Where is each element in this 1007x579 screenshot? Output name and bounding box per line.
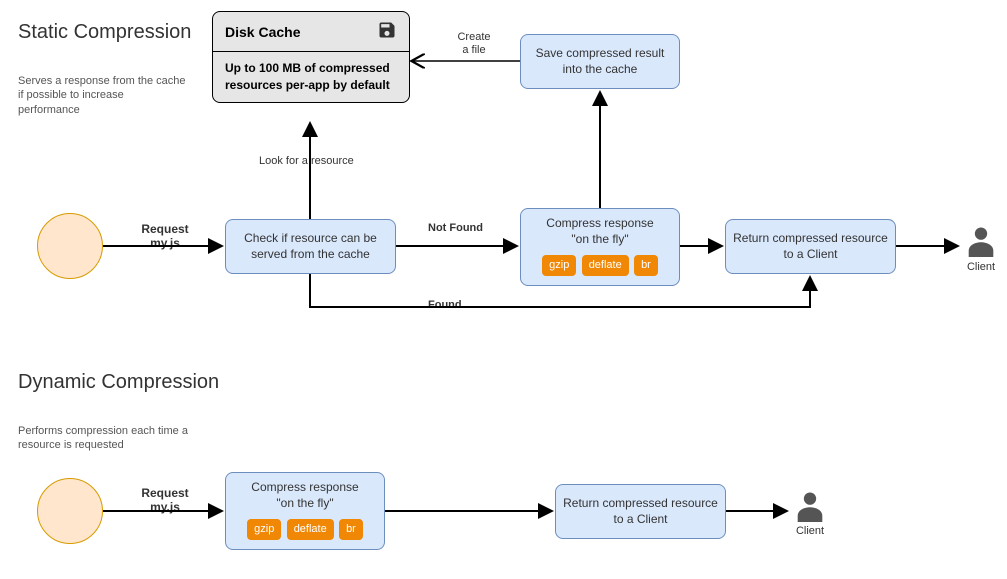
compress-text-line2: "on the fly" bbox=[571, 232, 628, 248]
static-client-icon bbox=[966, 225, 996, 262]
save-cache-node: Save compressed result into the cache bbox=[520, 34, 680, 89]
dynamic-return-node: Return compressed resource to a Client bbox=[555, 484, 726, 539]
static-client-label: Client bbox=[966, 261, 996, 273]
dyn-badge-deflate: deflate bbox=[287, 519, 334, 539]
static-description-text: Serves a response from the cache if poss… bbox=[18, 75, 186, 116]
dynamic-client-icon bbox=[795, 490, 825, 527]
static-title: Static Compression bbox=[18, 20, 191, 44]
create-file-label: Createa file bbox=[449, 31, 499, 57]
save-icon bbox=[377, 20, 397, 43]
save-cache-text: Save compressed result into the cache bbox=[527, 46, 673, 77]
dyn-compress-text-line1: Compress response bbox=[251, 480, 358, 496]
compress-text-line1: Compress response bbox=[546, 216, 653, 232]
check-cache-node: Check if resource can be served from the… bbox=[225, 219, 396, 274]
static-compress-node: Compress response "on the fly" gzip defl… bbox=[520, 208, 680, 286]
static-title-text: Static Compression bbox=[18, 21, 191, 43]
disk-cache-box: Disk Cache Up to 100 MB of compressed re… bbox=[212, 11, 410, 103]
dynamic-client-label: Client bbox=[795, 525, 825, 537]
disk-cache-header: Disk Cache bbox=[213, 12, 409, 52]
dynamic-start-node bbox=[37, 478, 103, 544]
badge-gzip: gzip bbox=[542, 255, 576, 275]
dynamic-title-text: Dynamic Compression bbox=[18, 371, 219, 393]
static-request-label: Requestmy.js bbox=[125, 222, 205, 251]
dyn-compress-text-line2: "on the fly" bbox=[276, 496, 333, 512]
static-badges: gzip deflate br bbox=[541, 253, 659, 277]
dynamic-request-label: Requestmy.js bbox=[125, 486, 205, 515]
dyn-badge-br: br bbox=[339, 519, 363, 539]
lookup-label: Look for a resource bbox=[259, 155, 354, 168]
badge-br: br bbox=[634, 255, 658, 275]
badge-deflate: deflate bbox=[582, 255, 629, 275]
dynamic-badges: gzip deflate br bbox=[246, 517, 364, 541]
dynamic-compress-node: Compress response "on the fly" gzip defl… bbox=[225, 472, 385, 550]
static-return-text: Return compressed resource to a Client bbox=[732, 231, 889, 262]
disk-cache-body: Up to 100 MB of compressed resources per… bbox=[213, 52, 409, 102]
found-label: Found bbox=[428, 299, 462, 312]
dynamic-description-text: Performs compression each time a resourc… bbox=[18, 425, 188, 451]
static-start-node bbox=[37, 213, 103, 279]
check-cache-text: Check if resource can be served from the… bbox=[232, 231, 389, 262]
disk-cache-title: Disk Cache bbox=[225, 24, 300, 40]
dynamic-return-text: Return compressed resource to a Client bbox=[562, 496, 719, 527]
notfound-label: Not Found bbox=[428, 222, 483, 235]
dynamic-title: Dynamic Compression bbox=[18, 370, 219, 394]
dyn-badge-gzip: gzip bbox=[247, 519, 281, 539]
disk-cache-body-text: Up to 100 MB of compressed resources per… bbox=[225, 61, 390, 92]
static-description: Serves a response from the cache if poss… bbox=[18, 74, 188, 117]
static-return-node: Return compressed resource to a Client bbox=[725, 219, 896, 274]
dynamic-description: Performs compression each time a resourc… bbox=[18, 424, 188, 453]
